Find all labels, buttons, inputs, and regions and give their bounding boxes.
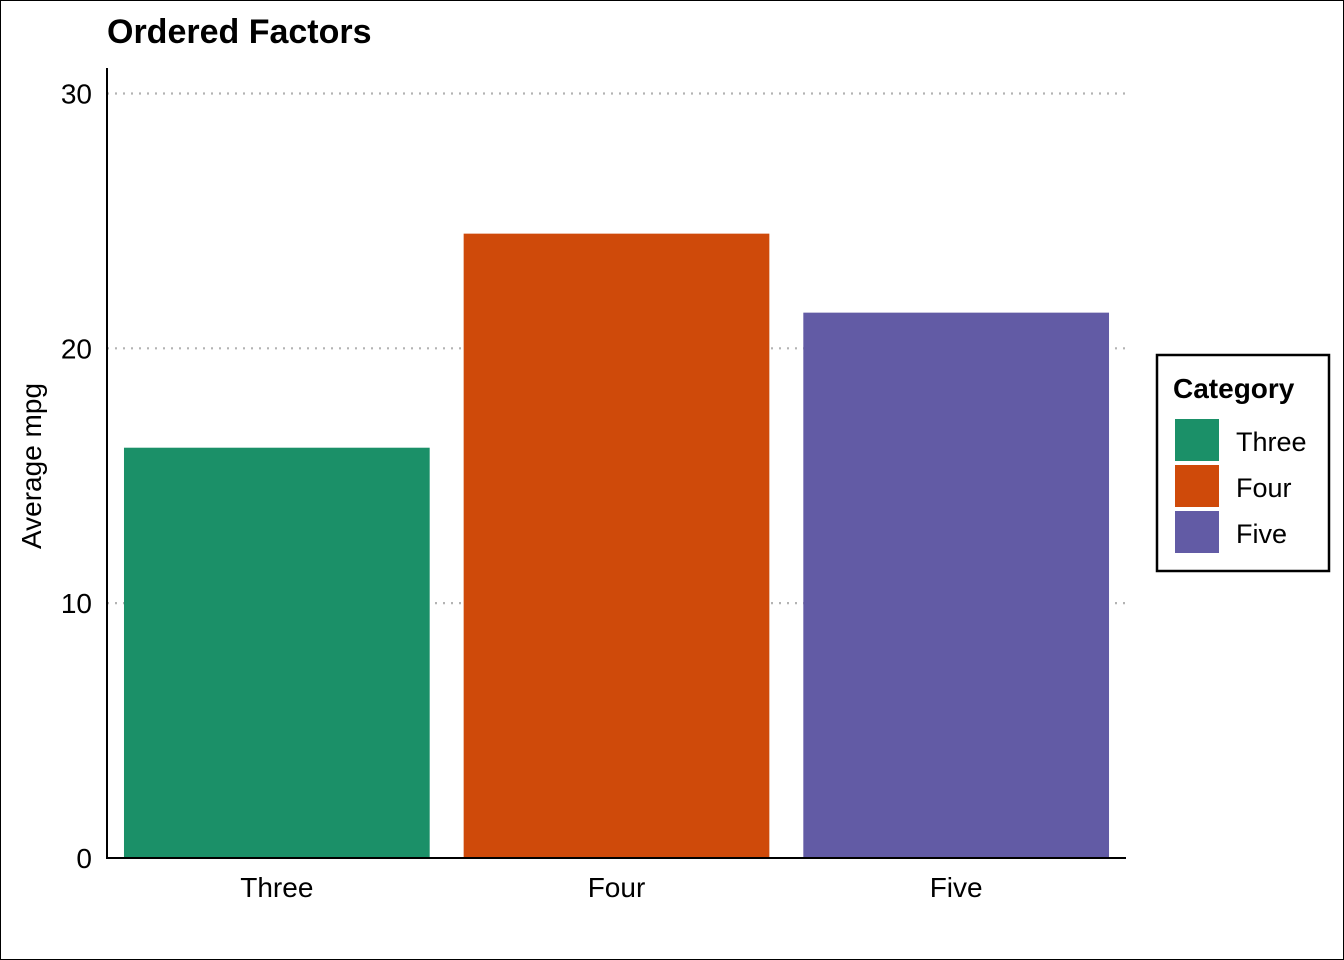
y-tick-label-10: 10	[61, 588, 92, 619]
x-tick-labels: Three Four Five	[240, 872, 982, 903]
legend-title: Category	[1173, 373, 1295, 404]
bar-three	[123, 447, 430, 858]
legend-swatch-five	[1175, 511, 1219, 553]
legend-label-five: Five	[1236, 519, 1287, 549]
legend-label-three: Three	[1236, 427, 1307, 457]
legend: Category Three Four Five	[1155, 353, 1331, 573]
legend-swatch-three	[1175, 419, 1219, 461]
bar-four	[463, 233, 770, 859]
chart-title: Ordered Factors	[107, 13, 372, 51]
y-axis-label: Average mpg	[16, 383, 47, 549]
y-tick-label-30: 30	[61, 78, 92, 109]
x-tick-label-five: Five	[930, 872, 983, 903]
x-tick-label-three: Three	[240, 872, 313, 903]
x-tick-label-four: Four	[588, 872, 646, 903]
y-tick-label-0: 0	[76, 843, 92, 874]
legend-items: Three Four Five	[1175, 419, 1307, 553]
bars	[123, 233, 1110, 859]
y-tick-label-20: 20	[61, 333, 92, 364]
legend-swatch-four	[1175, 465, 1219, 507]
axes	[106, 68, 1126, 859]
y-tick-labels: 0 10 20 30	[61, 78, 92, 874]
legend-label-four: Four	[1236, 473, 1292, 503]
bar-five	[803, 312, 1110, 859]
